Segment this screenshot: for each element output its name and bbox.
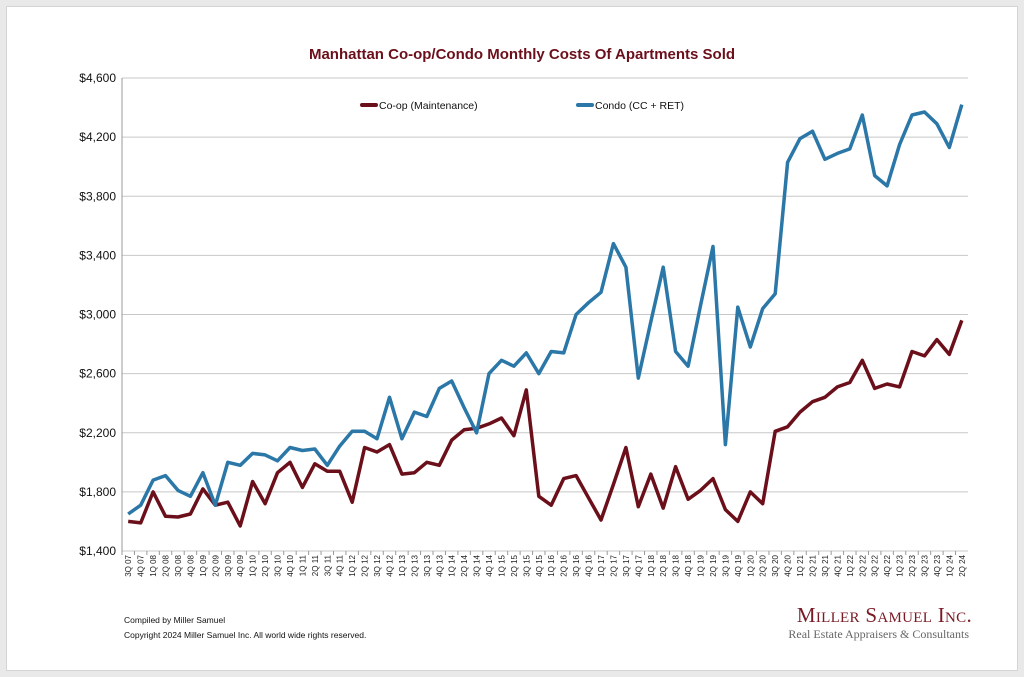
x-tick-label: 2Q 11 [311, 554, 320, 576]
x-tick-label: 2Q 14 [460, 554, 469, 576]
x-tick-label: 3Q 16 [572, 554, 581, 576]
x-tick-label: 1Q 10 [249, 554, 258, 576]
series-line-coop [127, 319, 964, 528]
y-tick-label: $1,400 [79, 544, 116, 558]
x-tick-label: 1Q 21 [796, 554, 805, 576]
y-tick-label: $3,800 [79, 189, 116, 203]
x-tick-label: 1Q 18 [647, 554, 656, 576]
x-tick-label: 4Q 22 [883, 554, 892, 576]
x-tick-label: 3Q 18 [672, 554, 681, 576]
x-tick-label: 4Q 23 [933, 554, 942, 576]
x-tick-label: 2Q 21 [808, 554, 817, 576]
x-tick-label: 4Q 19 [734, 554, 743, 576]
x-tick-label: 4Q 14 [485, 554, 494, 576]
x-tick-label: 2Q 16 [560, 554, 569, 576]
x-tick-label: 4Q 15 [535, 554, 544, 576]
x-tick-label: 1Q 14 [448, 554, 457, 576]
x-tick-label: 4Q 07 [137, 554, 146, 576]
x-tick-label: 4Q 08 [186, 554, 195, 576]
x-tick-label: 3Q 22 [871, 554, 880, 576]
x-tick-label: 2Q 17 [609, 554, 618, 576]
x-tick-label: 3Q 21 [821, 554, 830, 576]
x-tick-label: 1Q 17 [597, 554, 606, 576]
copyright-note: Copyright 2024 Miller Samuel Inc. All wo… [124, 630, 367, 640]
x-tick-label: 4Q 12 [385, 554, 394, 576]
x-tick-label: 4Q 13 [435, 554, 444, 576]
x-tick-label: 2Q 20 [759, 554, 768, 576]
y-tick-label: $2,600 [79, 367, 116, 381]
x-tick-label: 1Q 13 [398, 554, 407, 576]
compiled-note: Compiled by Miller Samuel [124, 615, 226, 625]
x-tick-label: 1Q 20 [746, 554, 755, 576]
x-tick-label: 2Q 09 [211, 554, 220, 576]
x-tick-label: 2Q 18 [659, 554, 668, 576]
legend-label: Co-op (Maintenance) [379, 100, 478, 112]
x-tick-label: 4Q 10 [286, 554, 295, 576]
x-tick-label: 4Q 21 [833, 554, 842, 576]
x-tick-label: 2Q 15 [510, 554, 519, 576]
x-tick-label: 3Q 14 [473, 554, 482, 576]
y-tick-label: $2,200 [79, 426, 116, 440]
x-tick-label: 3Q 23 [920, 554, 929, 576]
x-tick-label: 1Q 22 [846, 554, 855, 576]
x-tick-label: 2Q 13 [410, 554, 419, 576]
company-tagline: Real Estate Appraisers & Consultants [788, 627, 969, 641]
x-tick-label: 1Q 23 [896, 554, 905, 576]
x-tick-label: 4Q 20 [784, 554, 793, 576]
x-tick-label: 3Q 11 [323, 554, 332, 576]
x-tick-label: 4Q 16 [585, 554, 594, 576]
series-line-condo [127, 104, 964, 516]
y-tick-label: $3,400 [79, 248, 116, 262]
chart-title: Manhattan Co-op/Condo Monthly Costs Of A… [309, 46, 735, 63]
x-tick-label: 3Q 08 [174, 554, 183, 576]
x-tick-label: 3Q 10 [274, 554, 283, 576]
x-tick-label: 1Q 08 [149, 554, 158, 576]
x-tick-label: 1Q 11 [298, 554, 307, 576]
chart-card [6, 6, 1018, 671]
x-tick-label: 1Q 09 [199, 554, 208, 576]
x-tick-label: 3Q 09 [224, 554, 233, 576]
y-tick-label: $4,600 [79, 71, 116, 85]
legend-label: Condo (CC + RET) [595, 100, 684, 112]
x-tick-label: 3Q 19 [721, 554, 730, 576]
y-tick-label: $1,800 [79, 485, 116, 499]
x-tick-label: 3Q 12 [373, 554, 382, 576]
x-tick-label: 1Q 24 [945, 554, 954, 576]
x-tick-label: 1Q 15 [497, 554, 506, 576]
x-tick-label: 4Q 11 [336, 554, 345, 576]
x-tick-label: 2Q 22 [858, 554, 867, 576]
x-tick-label: 2Q 24 [958, 554, 967, 576]
x-tick-label: 3Q 15 [522, 554, 531, 576]
x-tick-label: 2Q 10 [261, 554, 270, 576]
x-tick-label: 1Q 19 [697, 554, 706, 576]
x-tick-label: 4Q 18 [684, 554, 693, 576]
x-tick-label: 4Q 09 [236, 554, 245, 576]
x-tick-label: 2Q 19 [709, 554, 718, 576]
x-tick-label: 4Q 17 [634, 554, 643, 576]
y-tick-label: $3,000 [79, 308, 116, 322]
x-tick-label: 2Q 23 [908, 554, 917, 576]
x-tick-label: 3Q 13 [423, 554, 432, 576]
company-logo: Miller Samuel Inc. [796, 603, 972, 627]
x-tick-label: 2Q 12 [361, 554, 370, 576]
x-tick-label: 1Q 12 [348, 554, 357, 576]
x-tick-label: 3Q 07 [124, 554, 133, 576]
x-tick-label: 2Q 08 [162, 554, 171, 576]
x-tick-label: 3Q 17 [622, 554, 631, 576]
x-tick-label: 1Q 16 [547, 554, 556, 576]
x-tick-label: 3Q 20 [771, 554, 780, 576]
y-tick-label: $4,200 [79, 130, 116, 144]
